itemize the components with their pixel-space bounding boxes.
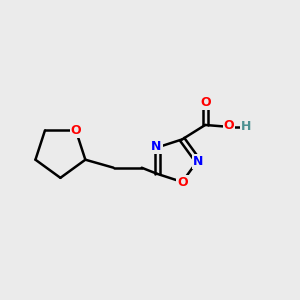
Text: O: O	[200, 96, 211, 109]
Text: O: O	[177, 176, 188, 189]
Text: O: O	[70, 124, 81, 137]
Text: O: O	[224, 119, 234, 132]
Text: N: N	[151, 140, 162, 153]
Text: H: H	[241, 120, 251, 133]
Text: N: N	[193, 155, 203, 168]
